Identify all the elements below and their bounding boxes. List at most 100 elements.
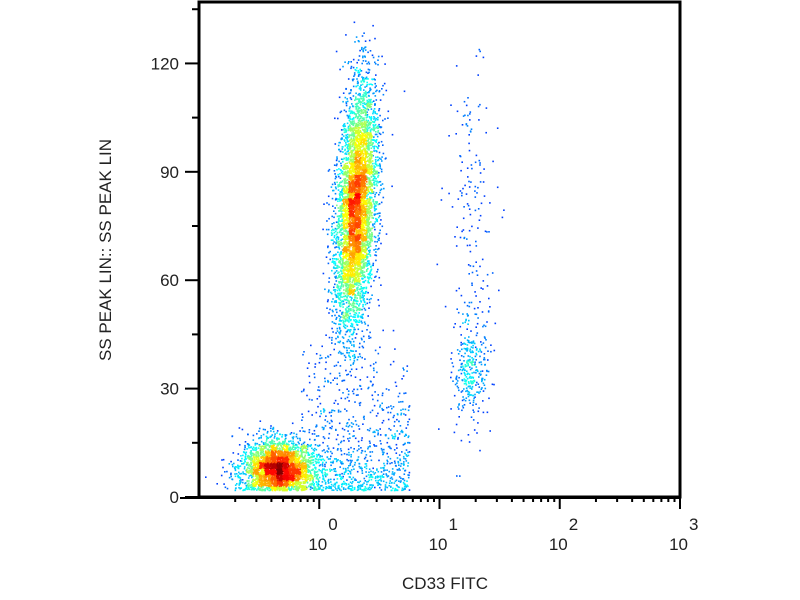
data-point: [372, 24, 374, 27]
data-point: [291, 457, 293, 459]
data-point: [234, 473, 236, 475]
data-point: [287, 469, 290, 472]
data-point: [362, 291, 364, 294]
data-point: [367, 139, 370, 141]
data-point: [359, 218, 361, 220]
data-point: [363, 271, 366, 273]
data-point: [285, 461, 287, 464]
data-point: [287, 478, 290, 481]
data-point: [350, 285, 352, 288]
data-point: [293, 468, 295, 470]
data-point: [296, 479, 298, 481]
data-point: [274, 435, 276, 437]
data-point: [260, 456, 262, 459]
data-point: [275, 465, 277, 468]
data-point: [356, 67, 358, 69]
data-point: [365, 176, 368, 179]
data-point: [357, 179, 360, 182]
data-point: [349, 263, 351, 266]
data-point: [358, 272, 361, 274]
data-point: [341, 267, 344, 270]
data-point: [253, 462, 256, 465]
data-point: [302, 473, 305, 475]
data-point: [333, 236, 336, 239]
data-point: [268, 486, 271, 489]
data-point: [271, 450, 273, 452]
data-point: [282, 465, 284, 468]
data-point: [255, 457, 258, 459]
data-point: [357, 142, 360, 145]
data-point: [302, 462, 304, 465]
data-point: [312, 484, 315, 486]
data-point: [357, 98, 359, 100]
data-point: [346, 172, 349, 174]
data-point: [259, 472, 262, 475]
data-point: [269, 469, 271, 472]
data-point: [297, 481, 299, 483]
data-point: [289, 481, 291, 483]
data-point: [287, 448, 289, 451]
data-point: [260, 450, 262, 453]
data-point: [303, 465, 306, 467]
data-point: [273, 482, 275, 485]
data-point: [358, 145, 361, 147]
data-point: [234, 469, 237, 472]
data-point: [373, 165, 375, 167]
data-point: [357, 328, 360, 331]
data-point: [314, 460, 317, 463]
data-point: [298, 485, 300, 487]
data-point: [285, 445, 287, 448]
data-point: [241, 428, 244, 431]
data-point: [355, 319, 357, 321]
data-point: [275, 484, 278, 487]
data-point: [354, 295, 356, 297]
data-point: [344, 140, 346, 142]
data-point: [274, 433, 276, 435]
data-point: [305, 469, 308, 472]
data-point: [383, 187, 385, 190]
data-point: [289, 459, 291, 462]
data-point: [348, 310, 350, 313]
data-point: [252, 487, 255, 489]
data-point: [262, 469, 265, 471]
data-point: [372, 174, 375, 177]
data-point: [358, 114, 361, 117]
data-point: [255, 463, 257, 466]
data-point: [290, 432, 293, 434]
data-point: [276, 439, 278, 441]
data-point: [276, 469, 278, 471]
data-point: [285, 476, 288, 479]
data-point: [281, 489, 284, 492]
data-point: [260, 437, 262, 439]
data-point: [264, 481, 266, 483]
data-point: [305, 466, 307, 469]
data-point: [267, 461, 270, 464]
data-point: [293, 464, 295, 467]
data-point: [244, 446, 246, 449]
data-point: [367, 277, 369, 279]
data-point: [271, 461, 274, 464]
data-point: [277, 454, 279, 457]
data-point: [262, 458, 265, 460]
data-point: [252, 459, 254, 462]
data-point: [245, 464, 248, 466]
data-point: [290, 467, 292, 470]
data-point: [348, 293, 350, 296]
data-point: [267, 448, 269, 451]
data-point: [367, 291, 369, 294]
data-point: [334, 276, 336, 278]
data-point: [216, 483, 218, 485]
data-point: [287, 451, 290, 454]
data-point: [296, 450, 299, 453]
data-point: [348, 232, 350, 235]
data-point: [317, 454, 319, 456]
data-point: [267, 463, 269, 465]
data-point: [264, 469, 266, 472]
data-point: [337, 185, 339, 188]
data-point: [279, 479, 281, 482]
data-point: [230, 472, 232, 475]
data-point: [262, 451, 264, 454]
data-point: [266, 451, 268, 454]
data-point: [350, 237, 352, 240]
data-point: [271, 457, 273, 460]
